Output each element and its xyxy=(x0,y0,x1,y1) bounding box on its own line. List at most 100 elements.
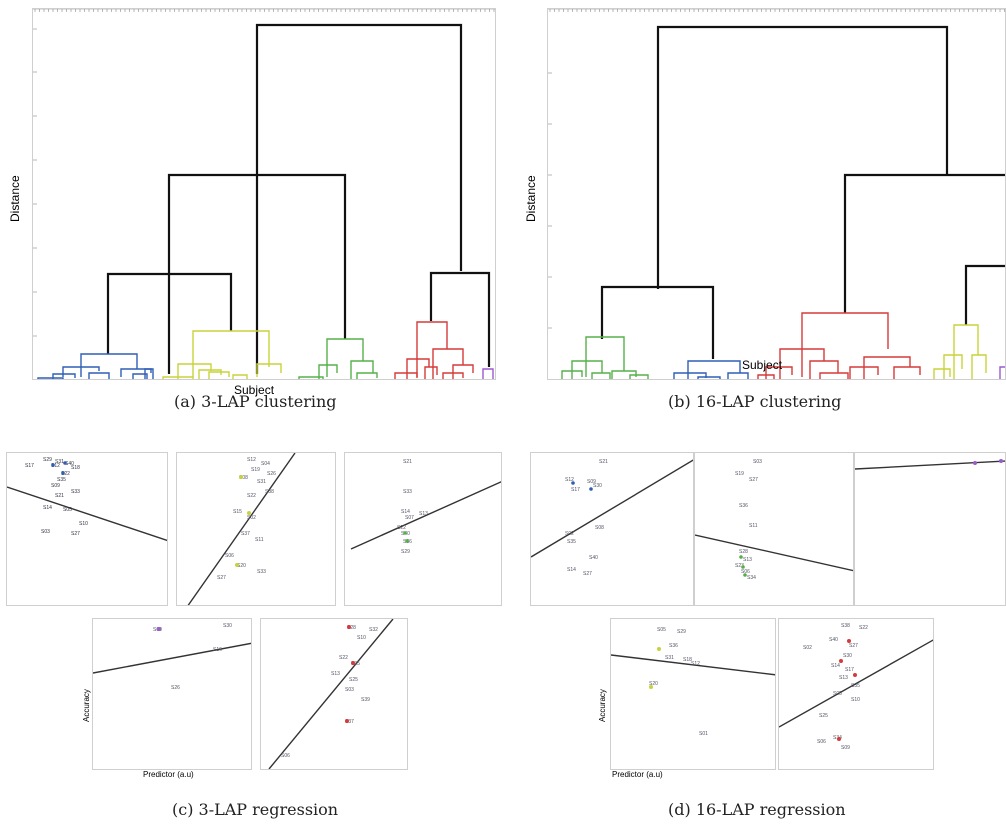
svg-text:S33: S33 xyxy=(403,489,412,495)
panel-c-plot-4: S09S30S16S26 xyxy=(92,618,252,770)
svg-text:S18: S18 xyxy=(71,465,80,471)
svg-text:S38: S38 xyxy=(841,623,850,629)
panel-d-scatter-3 xyxy=(855,459,1005,470)
link-right-inner xyxy=(964,264,1005,325)
svg-text:S35: S35 xyxy=(57,477,66,483)
svg-text:S38: S38 xyxy=(265,489,274,495)
svg-text:S02: S02 xyxy=(565,531,574,537)
panel-c-xlabel: Predictor (a.u) xyxy=(143,770,194,779)
svg-text:S30: S30 xyxy=(593,483,602,489)
svg-text:S27: S27 xyxy=(849,643,858,649)
svg-text:S35: S35 xyxy=(567,539,576,545)
svg-text:S31: S31 xyxy=(257,479,266,485)
svg-text:S15: S15 xyxy=(233,509,242,515)
panel-b-plot xyxy=(547,8,1006,380)
svg-text:S10: S10 xyxy=(79,521,88,527)
svg-text:S14: S14 xyxy=(831,663,840,669)
svg-text:S06: S06 xyxy=(225,553,234,559)
svg-text:S05: S05 xyxy=(63,507,72,513)
svg-text:S27: S27 xyxy=(583,571,592,577)
svg-text:S28: S28 xyxy=(739,549,748,555)
svg-text:S36: S36 xyxy=(739,503,748,509)
svg-text:S19: S19 xyxy=(251,467,260,473)
svg-text:S09: S09 xyxy=(51,483,60,489)
panel-d-plot-4: S05 S29 S36 S31 S18 S20 S12 S01 xyxy=(610,618,776,770)
svg-text:S06: S06 xyxy=(281,753,290,759)
svg-text:S34: S34 xyxy=(747,575,756,581)
panel-c-caption: (c) 3-LAP regression xyxy=(172,800,339,819)
panel-a-ylabel: Distance xyxy=(8,175,22,222)
svg-text:S29: S29 xyxy=(677,629,686,635)
panel-b-xlabel: Subject xyxy=(742,358,783,372)
svg-text:S25: S25 xyxy=(819,713,828,719)
svg-text:S26: S26 xyxy=(171,685,180,691)
panel-c-regression: S17 S29 S31 S40 S12 S18 S22 S35 S09 S33 S21 S14 S… xyxy=(0,452,502,826)
svg-text:S27: S27 xyxy=(217,575,226,581)
panel-a-caption: (a) 3-LAP clustering xyxy=(174,392,337,411)
svg-text:S30: S30 xyxy=(223,623,232,629)
link-left xyxy=(600,285,715,359)
panel-d-ylabel: Accuracy xyxy=(598,689,607,722)
svg-text:S39: S39 xyxy=(361,697,370,703)
panel-b-dendrogram: Distance xyxy=(516,0,1006,420)
panel-c-scatter-4: S09S30S16S26 xyxy=(93,623,251,691)
svg-text:S10: S10 xyxy=(851,697,860,703)
panel-a-dendrogram: Distance xyxy=(0,0,500,420)
svg-text:S25: S25 xyxy=(349,677,358,683)
svg-text:S05: S05 xyxy=(657,627,666,633)
svg-text:S03: S03 xyxy=(41,529,50,535)
svg-text:S17: S17 xyxy=(845,667,854,673)
svg-text:S29: S29 xyxy=(401,549,410,555)
svg-text:S11: S11 xyxy=(255,537,264,543)
svg-text:S29: S29 xyxy=(43,457,52,463)
svg-text:S16: S16 xyxy=(213,647,222,653)
svg-text:S37: S37 xyxy=(241,531,250,537)
link-root xyxy=(656,25,949,289)
panel-a-dendrogram-svg xyxy=(33,9,495,379)
svg-text:S13: S13 xyxy=(331,671,340,677)
svg-text:S20: S20 xyxy=(237,563,246,569)
svg-text:S32: S32 xyxy=(369,627,378,633)
panel-d-plot-5: S38 S22 S02 S40 S27 S30 S14 S17 S13 S35 S05 S10 S… xyxy=(778,618,934,770)
svg-text:S01: S01 xyxy=(699,731,708,737)
svg-text:S11: S11 xyxy=(749,523,758,529)
svg-text:S33: S33 xyxy=(71,489,80,495)
panel-b-dendrogram-svg xyxy=(548,9,1005,379)
svg-text:S08: S08 xyxy=(239,475,248,481)
svg-text:S35: S35 xyxy=(351,661,360,667)
svg-text:S14: S14 xyxy=(401,509,410,515)
svg-text:S22: S22 xyxy=(339,655,348,661)
panel-b-caption: (b) 16-LAP clustering xyxy=(668,392,842,411)
svg-text:S12: S12 xyxy=(51,463,60,469)
svg-text:S28: S28 xyxy=(347,625,356,631)
panel-a-top-ticks xyxy=(34,9,495,12)
panel-c-plot-2: S12 S04 S19 S26 S31 S08 S38 S22 S15 S02 S37 S11 S… xyxy=(176,452,336,606)
svg-text:S22: S22 xyxy=(859,625,868,631)
svg-text:S27: S27 xyxy=(749,477,758,483)
svg-text:S40: S40 xyxy=(65,461,74,467)
svg-text:S19: S19 xyxy=(735,471,744,477)
svg-text:S06: S06 xyxy=(817,739,826,745)
svg-text:S13: S13 xyxy=(839,675,848,681)
svg-text:S22: S22 xyxy=(61,471,70,477)
panel-c-plot-1: S17 S29 S31 S40 S12 S18 S22 S35 S09 S33 S21 S14 S… xyxy=(6,452,168,606)
svg-text:S36: S36 xyxy=(669,643,678,649)
svg-text:S07: S07 xyxy=(405,515,414,521)
svg-text:S12: S12 xyxy=(691,661,700,667)
svg-text:S40: S40 xyxy=(829,637,838,643)
svg-text:S22: S22 xyxy=(397,525,406,531)
svg-text:S14: S14 xyxy=(43,505,52,511)
svg-text:S31: S31 xyxy=(55,459,64,465)
svg-text:S09: S09 xyxy=(587,479,596,485)
panel-d-xlabel: Predictor (a.u) xyxy=(612,770,663,779)
svg-text:S12: S12 xyxy=(565,477,574,483)
svg-text:S17: S17 xyxy=(25,463,34,469)
svg-text:S18: S18 xyxy=(683,657,692,663)
